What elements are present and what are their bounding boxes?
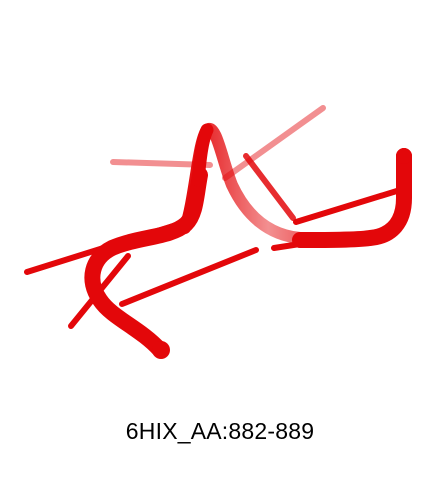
base-stick-right-upper	[293, 187, 403, 225]
backbone-terminus-lower	[152, 341, 170, 359]
backbone-back	[179, 122, 376, 245]
backbone-tube-back-segment	[179, 122, 376, 245]
base-stick-center-diagonal	[243, 153, 296, 221]
base-stick-lower-middle	[119, 247, 259, 307]
backbone-tube-right-hook	[292, 148, 412, 248]
backbone-end-caps	[152, 148, 412, 359]
backbone-tube-top-arch	[191, 123, 214, 187]
backbone-front	[84, 123, 412, 358]
backbone-tube-left-loop	[84, 167, 208, 358]
base-stick-back-right	[222, 105, 326, 181]
rna-cartoon-render	[24, 105, 412, 359]
backbone-terminus-upper	[396, 148, 412, 164]
structure-caption: 6HIX_AA:882-889	[125, 418, 315, 444]
